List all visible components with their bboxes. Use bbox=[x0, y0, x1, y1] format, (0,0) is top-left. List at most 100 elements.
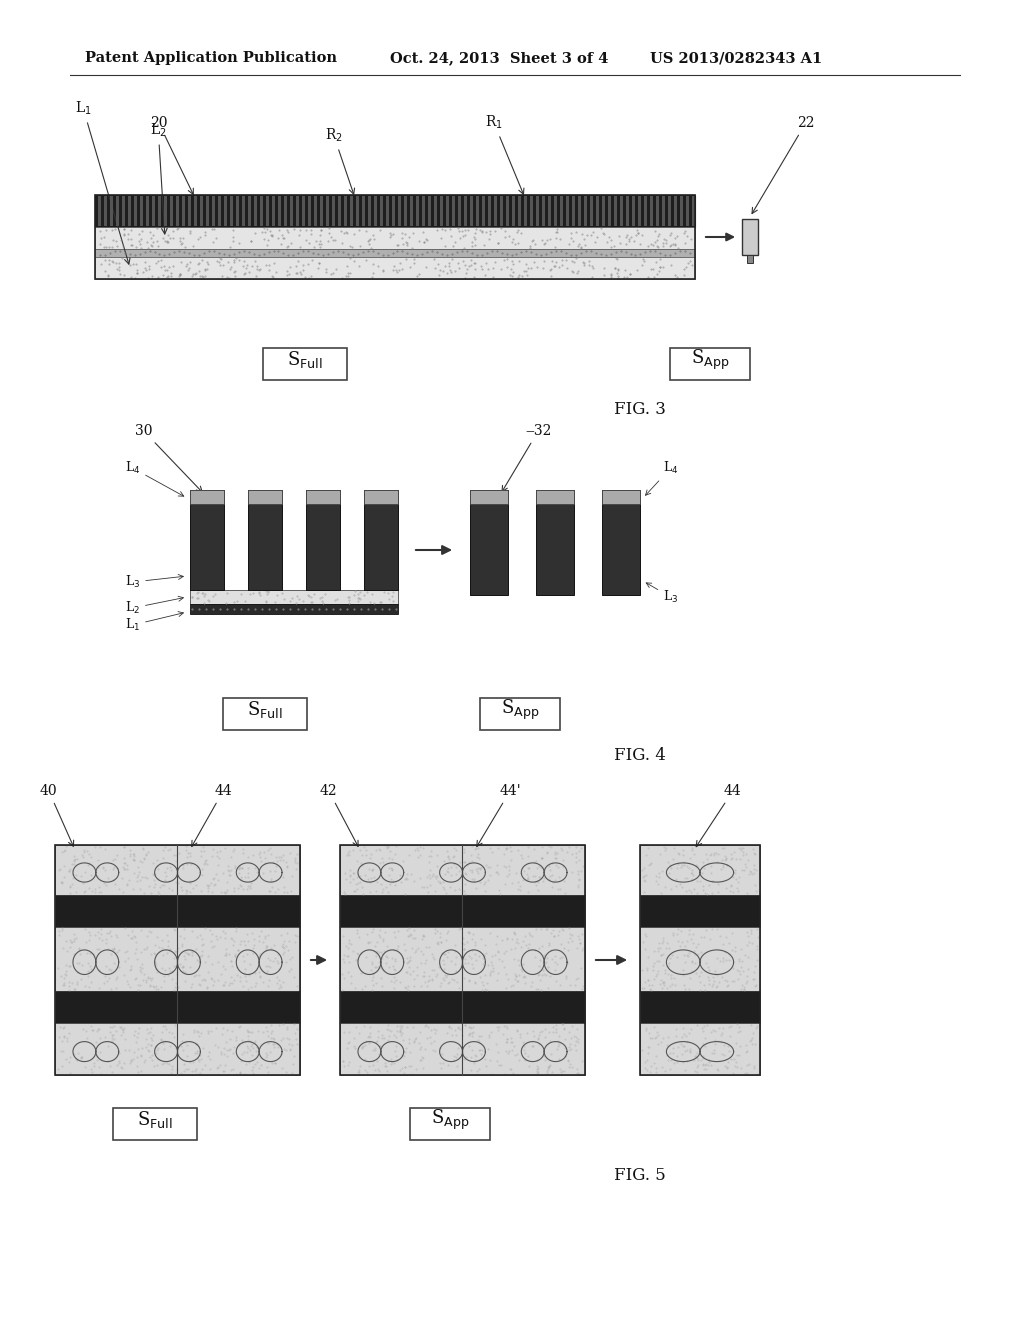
Bar bbox=[340, 895, 585, 927]
Bar bbox=[566, 195, 569, 226]
Text: L$_3$: L$_3$ bbox=[125, 574, 183, 590]
Bar bbox=[248, 195, 251, 226]
Bar bbox=[290, 195, 293, 226]
Bar bbox=[182, 195, 185, 226]
Bar bbox=[410, 195, 413, 226]
Bar bbox=[55, 991, 300, 1023]
Bar bbox=[452, 195, 455, 226]
Bar bbox=[95, 227, 695, 249]
Bar bbox=[386, 195, 389, 226]
Text: S$_{\mathrm{Full}}$: S$_{\mathrm{Full}}$ bbox=[287, 350, 323, 371]
Bar bbox=[344, 195, 347, 226]
Bar bbox=[364, 490, 398, 504]
Bar bbox=[398, 195, 401, 226]
Bar bbox=[680, 195, 683, 226]
Bar bbox=[640, 991, 760, 1023]
Text: 22: 22 bbox=[752, 116, 814, 214]
Bar bbox=[500, 195, 503, 226]
Bar bbox=[578, 195, 581, 226]
Bar bbox=[350, 195, 353, 226]
Text: FIG. 4: FIG. 4 bbox=[614, 747, 666, 763]
Bar bbox=[134, 195, 137, 226]
Bar bbox=[242, 195, 245, 226]
Bar bbox=[650, 195, 653, 226]
Text: L$_4$: L$_4$ bbox=[645, 459, 679, 495]
Text: 30: 30 bbox=[135, 424, 202, 492]
Bar bbox=[200, 195, 203, 226]
Bar bbox=[640, 1023, 760, 1074]
Bar bbox=[308, 195, 311, 226]
Bar bbox=[458, 195, 461, 226]
Bar bbox=[416, 195, 419, 226]
Bar bbox=[128, 195, 131, 226]
Bar bbox=[686, 195, 689, 226]
Bar bbox=[536, 195, 539, 226]
Bar bbox=[95, 257, 695, 279]
Bar bbox=[362, 195, 365, 226]
Bar bbox=[296, 195, 299, 226]
Bar bbox=[480, 698, 560, 730]
Bar bbox=[536, 490, 574, 504]
Bar bbox=[319, 195, 323, 226]
Bar bbox=[340, 1023, 585, 1074]
Text: FIG. 5: FIG. 5 bbox=[614, 1167, 666, 1184]
Bar bbox=[542, 195, 545, 226]
Bar bbox=[95, 249, 695, 257]
Bar bbox=[338, 195, 341, 226]
Bar bbox=[152, 195, 155, 226]
Bar bbox=[632, 195, 635, 226]
Bar bbox=[236, 195, 239, 226]
Bar bbox=[524, 195, 527, 226]
Text: 20: 20 bbox=[150, 116, 194, 194]
Text: S$_{\mathrm{App}}$: S$_{\mathrm{App}}$ bbox=[431, 1107, 469, 1133]
Bar bbox=[278, 195, 281, 226]
Bar bbox=[326, 195, 329, 226]
Bar bbox=[626, 195, 629, 226]
Text: R$_2$: R$_2$ bbox=[325, 127, 354, 194]
Bar bbox=[602, 490, 640, 595]
Bar bbox=[263, 348, 347, 380]
Bar bbox=[470, 490, 508, 595]
Text: 44: 44 bbox=[191, 784, 232, 846]
Bar bbox=[572, 195, 575, 226]
Bar bbox=[596, 195, 599, 226]
Text: US 2013/0282343 A1: US 2013/0282343 A1 bbox=[650, 51, 822, 65]
Bar bbox=[638, 195, 641, 226]
Text: L$_4$: L$_4$ bbox=[125, 459, 183, 496]
Bar bbox=[190, 490, 224, 590]
Bar bbox=[668, 195, 671, 226]
Bar bbox=[620, 195, 623, 226]
Text: S$_{\mathrm{Full}}$: S$_{\mathrm{Full}}$ bbox=[247, 700, 283, 721]
Bar bbox=[158, 195, 161, 226]
Text: L$_2$: L$_2$ bbox=[125, 597, 183, 616]
Text: S$_{\mathrm{Full}}$: S$_{\mathrm{Full}}$ bbox=[137, 1110, 173, 1130]
Bar bbox=[340, 845, 585, 895]
Bar bbox=[404, 195, 407, 226]
Text: L$_1$: L$_1$ bbox=[125, 611, 183, 634]
Bar bbox=[95, 195, 695, 227]
Bar bbox=[284, 195, 287, 226]
Bar bbox=[188, 195, 191, 226]
Bar bbox=[440, 195, 443, 226]
Text: 44: 44 bbox=[696, 784, 741, 846]
Bar bbox=[692, 195, 695, 226]
Bar bbox=[410, 1107, 490, 1140]
Bar bbox=[560, 195, 563, 226]
Text: FIG. 3: FIG. 3 bbox=[614, 401, 666, 418]
Bar bbox=[212, 195, 215, 226]
Bar bbox=[506, 195, 509, 226]
Bar bbox=[98, 195, 101, 226]
Bar bbox=[674, 195, 677, 226]
Bar bbox=[254, 195, 257, 226]
Bar bbox=[536, 490, 574, 595]
Bar bbox=[530, 195, 534, 226]
Bar bbox=[113, 1107, 197, 1140]
Bar bbox=[482, 195, 485, 226]
Text: 42: 42 bbox=[319, 784, 358, 846]
Bar bbox=[95, 195, 695, 279]
Bar bbox=[104, 195, 106, 226]
Bar bbox=[518, 195, 521, 226]
Bar bbox=[470, 490, 508, 504]
Bar bbox=[266, 195, 269, 226]
Bar bbox=[224, 195, 227, 226]
